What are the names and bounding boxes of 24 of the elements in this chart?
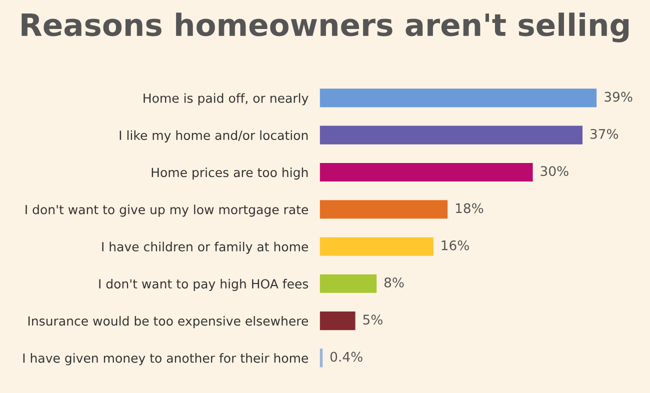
bar	[320, 274, 377, 293]
data-label: 18%	[456, 203, 484, 214]
bar	[320, 200, 448, 219]
bar	[320, 126, 582, 144]
y-tick-label: I like my home and/or location	[120, 130, 308, 142]
data-label: 39%	[604, 92, 632, 102]
y-tick-label: I have given money to another for their home	[23, 353, 308, 366]
y-tick-label: Home prices are too high	[152, 167, 308, 180]
y-tick-label: Home is paid off, or nearly	[144, 93, 308, 106]
bar	[320, 312, 356, 330]
data-label: 5%	[363, 314, 382, 325]
y-tick-label: I don't want to give up my low mortgage rate	[26, 204, 308, 217]
y-tick-label: I have children or family at home	[102, 242, 308, 254]
data-label: 37%	[590, 128, 618, 139]
y-tick-label: Insurance would be too expensive elsewhere	[28, 316, 308, 328]
chart-title: Reasons homeowners aren't selling	[22, 12, 629, 42]
y-tick-label: I don't want to pay high HOA fees	[99, 278, 308, 291]
data-label: 8%	[384, 277, 404, 288]
bar	[320, 88, 597, 108]
bar	[320, 162, 533, 182]
data-label: 0.4%	[330, 352, 362, 362]
data-label: 30%	[540, 166, 568, 176]
data-label: 16%	[442, 240, 469, 250]
bar	[320, 237, 434, 256]
